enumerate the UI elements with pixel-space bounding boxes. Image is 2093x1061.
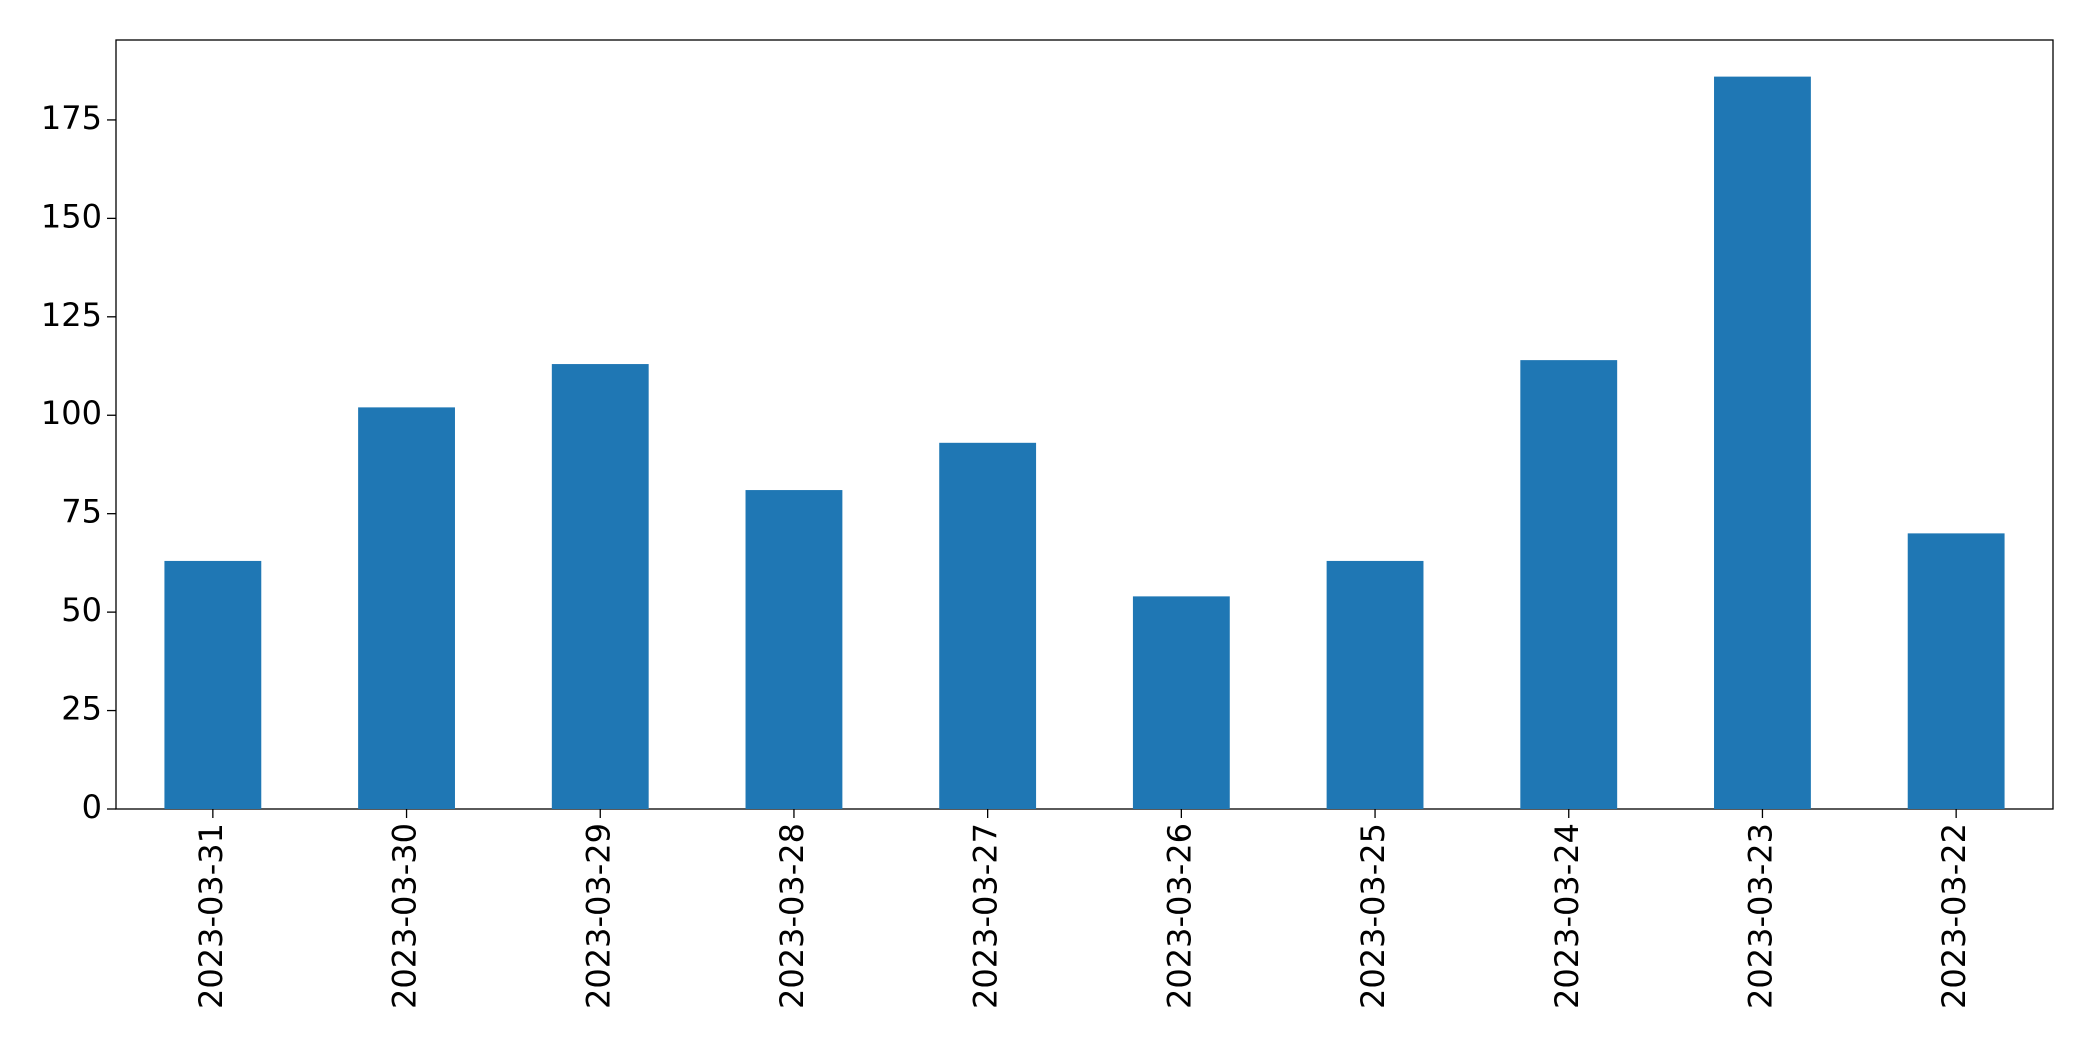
- bar: [1132, 596, 1230, 809]
- x-tick-label: 2023-03-22: [1935, 823, 1973, 1009]
- y-tick-label: 75: [61, 493, 102, 531]
- y-tick-label: 125: [41, 296, 102, 334]
- x-tick-label: 2023-03-24: [1548, 823, 1586, 1009]
- x-tick-label: 2023-03-23: [1741, 823, 1779, 1009]
- plot-frame: [115, 39, 2054, 810]
- y-tick-label: 100: [41, 394, 102, 432]
- y-tick-label: 25: [61, 690, 102, 728]
- bar: [1714, 76, 1811, 810]
- x-tick-label: 2023-03-26: [1160, 823, 1198, 1009]
- x-tick-label: 2023-03-30: [386, 823, 424, 1009]
- bar: [358, 407, 455, 809]
- y-tick-label: 150: [41, 197, 102, 235]
- y-tick-label: 0: [82, 788, 102, 826]
- x-tick-label: 2023-03-28: [773, 823, 811, 1009]
- bar: [164, 560, 262, 809]
- bar: [1520, 360, 1618, 809]
- x-tick-label: 2023-03-27: [967, 823, 1005, 1009]
- bar: [745, 490, 843, 809]
- x-tick-label: 2023-03-29: [579, 823, 617, 1009]
- bar: [551, 364, 649, 809]
- bar: [939, 442, 1037, 809]
- y-tick-label: 50: [61, 591, 102, 629]
- bar: [1907, 533, 2005, 809]
- x-tick-label: 2023-03-25: [1354, 823, 1392, 1009]
- y-tick-label: 175: [41, 99, 102, 137]
- bar: [1326, 560, 1424, 809]
- x-tick-label: 2023-03-31: [192, 823, 230, 1009]
